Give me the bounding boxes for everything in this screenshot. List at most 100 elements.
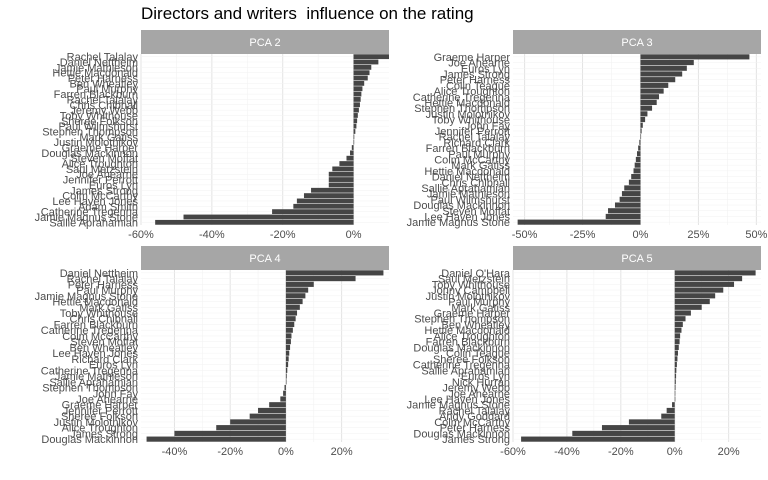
category-label: Joe Ahearne [448, 58, 510, 70]
bar [605, 213, 641, 220]
category-label: Mark Gatiss [451, 302, 510, 314]
category-label: Steven Moffat [70, 337, 138, 349]
chart-title: Directors and writers influence on the r… [141, 4, 474, 23]
x-tick-label: 50% [745, 229, 767, 241]
bar [640, 77, 676, 83]
category-label: Douglas Mackinnon [41, 148, 138, 160]
category-label: John Fay [465, 120, 511, 132]
bar [293, 203, 354, 209]
category-label: Farren Blackburn [426, 337, 510, 349]
category-label: Joe Ahearne [76, 394, 138, 406]
bar [640, 134, 642, 140]
category-label: Euros Lyn [461, 63, 510, 75]
bar [285, 379, 287, 385]
bar [628, 179, 641, 185]
category-label: Toby Whithouse [432, 279, 510, 291]
category-label: Alice Troughton [434, 331, 510, 343]
category-label: Douglas Mackinnon [413, 200, 510, 212]
bar [285, 373, 287, 379]
category-label: Joe Ahearne [448, 388, 510, 400]
x-tick-label: -20% [270, 229, 296, 241]
category-label: Lee Haven Jones [424, 394, 510, 406]
bar [328, 171, 354, 177]
category-label: Hettie Macdonald [52, 68, 138, 80]
bar [674, 321, 683, 328]
bar [285, 287, 309, 293]
category-label: Sheree Folkson [61, 411, 138, 423]
category-label: John Fay [93, 388, 139, 400]
category-label: Paul Murphy [448, 297, 510, 309]
category-label: Jeremy Webb [442, 383, 510, 395]
category-label: Catherine Tregenna [41, 207, 139, 219]
bar [280, 396, 286, 402]
bar [285, 304, 300, 310]
x-tick-label: -60% [500, 446, 526, 458]
category-label: Lee Haven Jones [424, 211, 510, 223]
category-label: Hettie Macdonald [52, 297, 138, 309]
bar [353, 97, 361, 102]
category-label: Peter Harness [68, 279, 139, 291]
panel-strip-label: PCA 2 [249, 37, 280, 49]
category-label: Toby Whithouse [432, 115, 510, 127]
bar [674, 304, 702, 310]
category-label: Andy Goddard [439, 411, 510, 423]
bar [640, 94, 660, 100]
category-label: Peter Harness [440, 423, 511, 435]
category-label: Lee Haven Jones [52, 348, 138, 360]
panel-strip-label: PCA 3 [621, 37, 652, 49]
category-label: Sallie Aprahamian [49, 377, 138, 389]
category-label: Farren Blackburn [426, 143, 510, 155]
category-label: Catherine Tregenna [413, 360, 511, 372]
category-label: Colin Teague [446, 80, 510, 92]
bar [674, 362, 677, 368]
bar [640, 99, 657, 106]
category-label: Catherine Tregenna [413, 92, 511, 104]
category-label: Chris Chibnall [442, 177, 510, 189]
category-label: Paul Murphy [76, 285, 138, 297]
x-tick-label: 25% [687, 229, 709, 241]
bar [353, 54, 389, 60]
bar [353, 118, 358, 124]
bar [640, 88, 664, 94]
bar [672, 402, 675, 408]
bar [272, 209, 354, 215]
bar [351, 145, 354, 150]
category-label: Catherine Tregenna [41, 325, 139, 337]
panel-strip [513, 246, 761, 270]
bar [285, 327, 293, 333]
bar [285, 362, 289, 368]
bar [174, 430, 286, 436]
x-tick-label: 0% [278, 446, 294, 458]
bar [353, 91, 362, 97]
bar [521, 436, 675, 442]
category-label: Ben Wheatley [70, 78, 139, 90]
category-label: Stephen Thompson [414, 314, 510, 326]
bar [332, 166, 354, 172]
category-label: Sheree Folkson [433, 354, 510, 366]
category-label: Toby Whithouse [60, 110, 138, 122]
bar [269, 402, 286, 408]
category-label: Daniel Nettheim [432, 172, 510, 184]
category-label: Justin Molotnikov [426, 291, 511, 303]
category-label: Rachel Talalay [439, 405, 511, 417]
category-label: Colm McCarthy [434, 417, 510, 429]
bar [285, 310, 298, 316]
bar [674, 310, 691, 316]
category-label: Graeme Harper [434, 308, 511, 320]
category-label: Jamie Mathieson [55, 371, 138, 383]
category-label: Ben Wheatley [70, 342, 139, 354]
category-label: Farren Blackburn [54, 89, 138, 101]
bar [249, 413, 286, 419]
bar [285, 356, 289, 362]
bar [640, 128, 642, 134]
category-label: Justin Molotnikov [426, 109, 511, 121]
category-label: Graeme Harper [434, 52, 511, 64]
bar [674, 276, 743, 282]
category-label: Daniel Nettheim [60, 57, 138, 69]
bar [296, 198, 354, 204]
bar [640, 82, 669, 88]
bar [285, 293, 306, 299]
bar [640, 122, 643, 128]
x-tick-label: -20% [217, 446, 243, 458]
bar [674, 350, 678, 356]
